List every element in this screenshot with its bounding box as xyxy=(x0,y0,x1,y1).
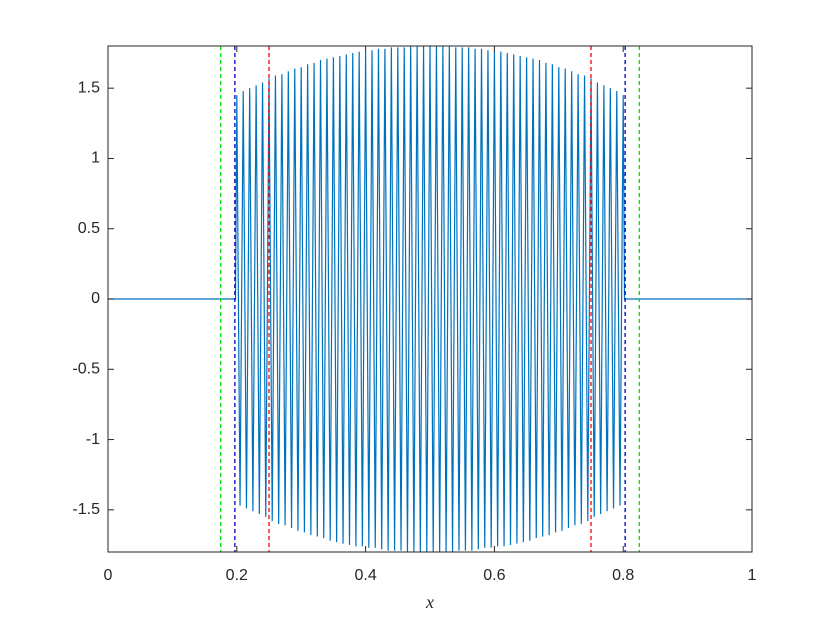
y-tick-label: -1 xyxy=(86,431,100,448)
y-tick-label: 0 xyxy=(91,290,100,307)
x-tick-label: 1 xyxy=(748,567,757,584)
x-axis-label: x xyxy=(425,592,434,612)
y-tick-label: 0.5 xyxy=(78,220,100,237)
y-tick-label: 1.5 xyxy=(78,79,100,96)
x-tick-label: 0.4 xyxy=(354,567,376,584)
y-tick-label: 1 xyxy=(91,150,100,167)
y-tick-label: -0.5 xyxy=(72,360,100,377)
x-tick-label: 0 xyxy=(104,567,113,584)
y-tick-label: -1.5 xyxy=(72,501,100,518)
data-line xyxy=(108,45,752,553)
x-tick-label: 0.2 xyxy=(226,567,248,584)
x-tick-label: 0.6 xyxy=(483,567,505,584)
x-tick-label: 0.8 xyxy=(612,567,634,584)
